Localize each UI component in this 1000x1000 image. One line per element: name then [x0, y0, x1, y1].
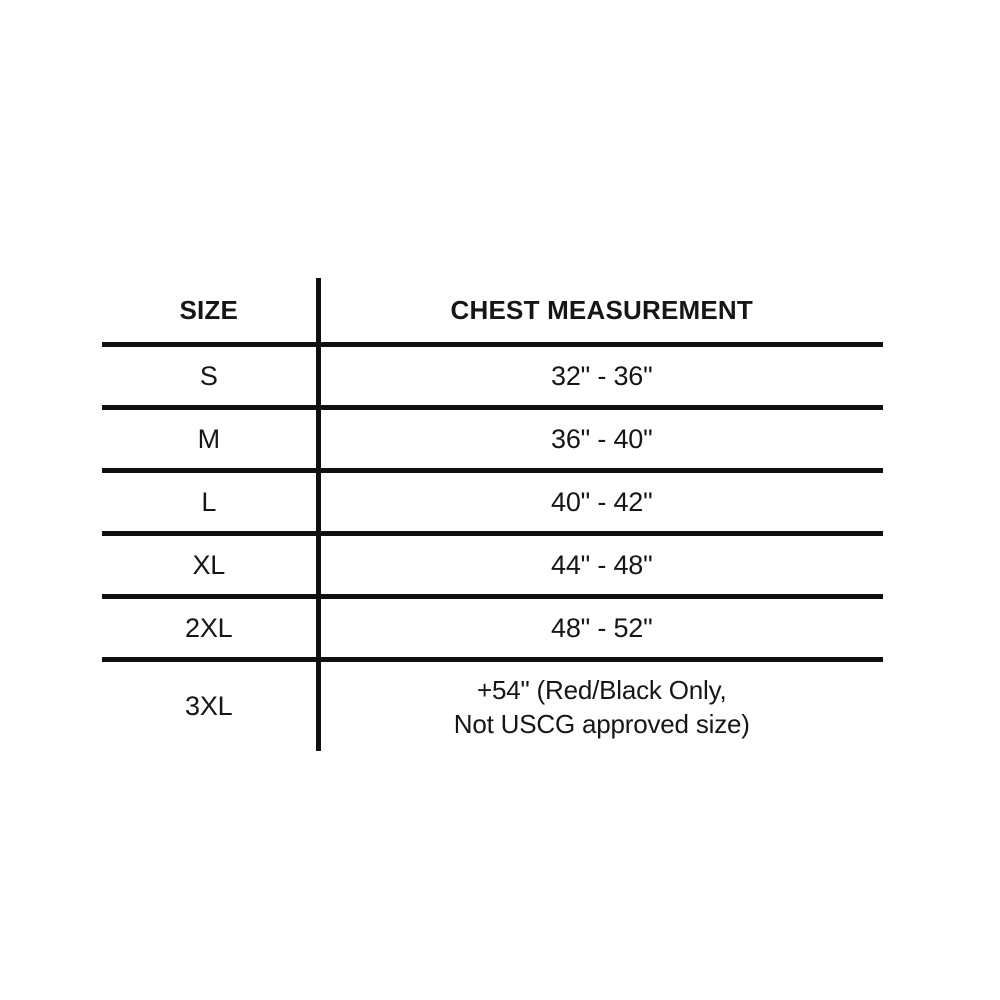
chest-cell: 44" - 48" — [318, 533, 883, 599]
size-cell: M — [102, 407, 321, 473]
size-cell: XL — [102, 533, 321, 599]
size-cell: L — [102, 470, 321, 536]
table-row-2xl: 2XL 48" - 52" — [102, 596, 883, 662]
table-row-xl: XL 44" - 48" — [102, 533, 883, 599]
header-row: SIZE CHEST MEASUREMENT — [102, 278, 883, 347]
size-cell: 3XL — [102, 659, 321, 751]
chest-cell: 32" - 36" — [318, 344, 883, 410]
table-row-3xl: 3XL +54" (Red/Black Only, Not USCG appro… — [102, 659, 883, 751]
size-chart-table: SIZE CHEST MEASUREMENT S 32" - 36" M 36"… — [102, 278, 883, 751]
chest-cell-note: +54" (Red/Black Only, Not USCG approved … — [453, 674, 750, 739]
chest-column-header: CHEST MEASUREMENT — [318, 278, 883, 347]
chest-cell: 48" - 52" — [318, 596, 883, 662]
table-row-s: S 32" - 36" — [102, 344, 883, 410]
table-row-m: M 36" - 40" — [102, 407, 883, 473]
table-row-l: L 40" - 42" — [102, 470, 883, 536]
size-cell: 2XL — [102, 596, 321, 662]
size-cell: S — [102, 344, 321, 410]
chest-cell: 36" - 40" — [318, 407, 883, 473]
size-column-header: SIZE — [102, 278, 321, 347]
chest-cell: 40" - 42" — [318, 470, 883, 536]
